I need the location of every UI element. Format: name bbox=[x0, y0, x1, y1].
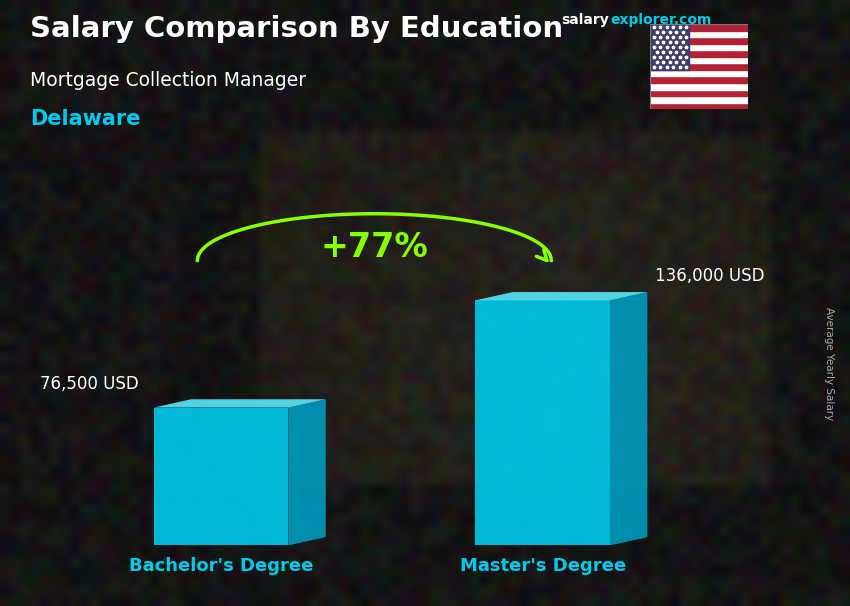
Bar bbox=[650, 90, 748, 96]
Polygon shape bbox=[610, 292, 648, 545]
Text: 136,000 USD: 136,000 USD bbox=[654, 267, 764, 285]
Bar bbox=[650, 64, 748, 70]
Text: Average Yearly Salary: Average Yearly Salary bbox=[824, 307, 834, 420]
Bar bbox=[650, 24, 748, 31]
Text: salary: salary bbox=[561, 13, 609, 27]
Text: Delaware: Delaware bbox=[30, 109, 140, 129]
Text: +77%: +77% bbox=[320, 230, 428, 264]
Polygon shape bbox=[475, 292, 648, 301]
Text: explorer.com: explorer.com bbox=[610, 13, 711, 27]
Bar bbox=[650, 76, 748, 83]
Bar bbox=[650, 102, 748, 109]
Text: Salary Comparison By Education: Salary Comparison By Education bbox=[30, 15, 563, 43]
Bar bbox=[650, 24, 689, 70]
Bar bbox=[650, 38, 748, 44]
Bar bbox=[650, 96, 748, 102]
Bar bbox=[650, 83, 748, 90]
Polygon shape bbox=[154, 399, 326, 408]
Text: 76,500 USD: 76,500 USD bbox=[40, 375, 139, 393]
Bar bbox=[650, 44, 748, 50]
Text: Mortgage Collection Manager: Mortgage Collection Manager bbox=[30, 71, 306, 90]
Polygon shape bbox=[288, 399, 326, 545]
Bar bbox=[154, 408, 288, 545]
Bar bbox=[650, 50, 748, 57]
Bar bbox=[650, 57, 748, 64]
Bar bbox=[650, 70, 748, 76]
Bar bbox=[650, 31, 748, 38]
Bar bbox=[475, 301, 610, 545]
